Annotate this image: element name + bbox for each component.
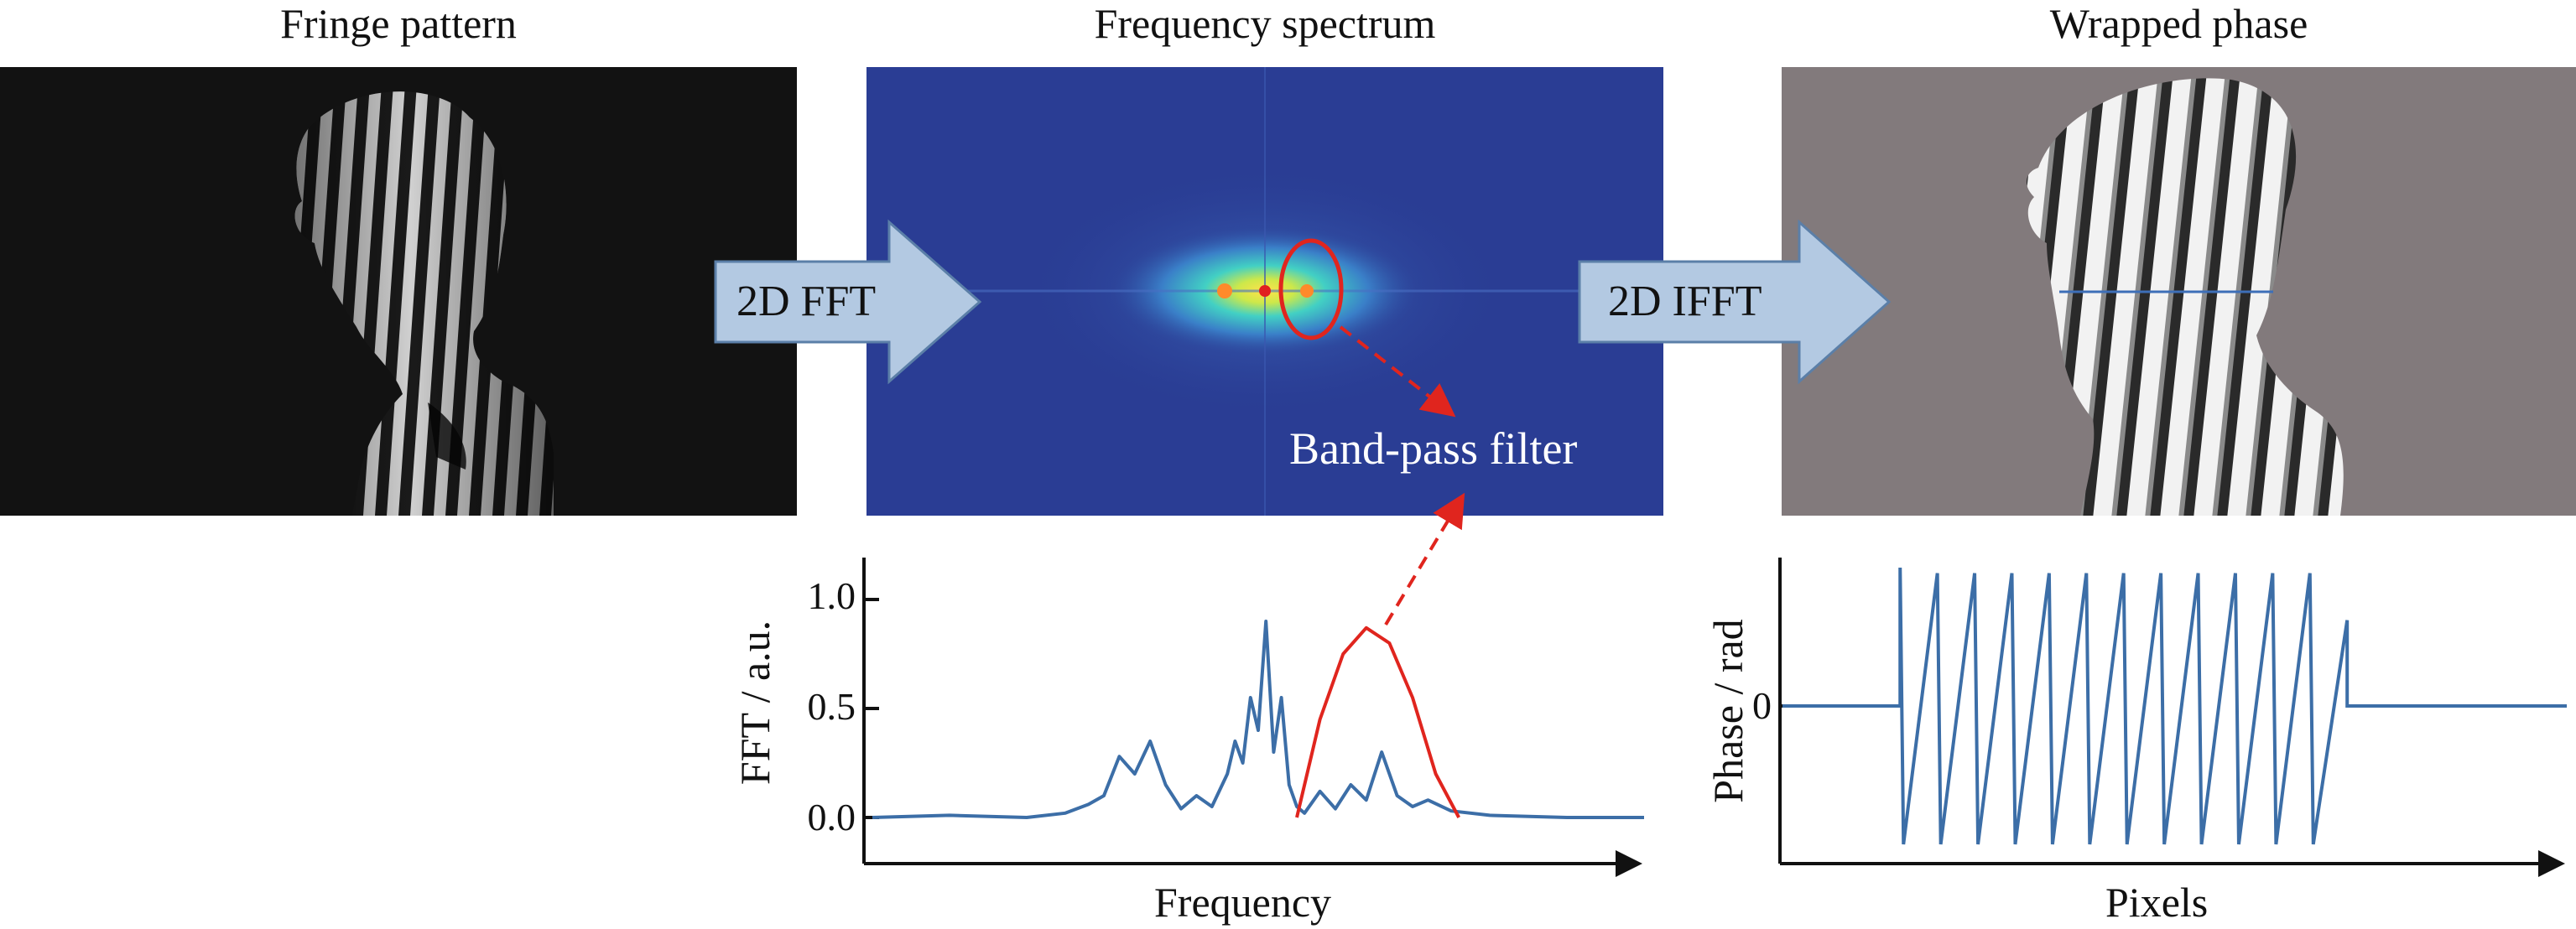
phase-chart [1778,558,2567,877]
frequency-spectrum-image [866,67,1663,516]
bust-silhouette [294,91,554,516]
panel-title-fringe: Fringe pattern [280,0,517,47]
fft-chart [862,492,1644,877]
phase-x-axis-label: Pixels [2105,879,2209,926]
fft-x-axis-label: Frequency [1154,879,1332,926]
phase-y-tick-0: 0 [1752,684,1772,727]
filter-pointer-arrow [1339,325,1456,418]
fft-arrow [714,219,982,385]
ifft-arrow-label: 2D IFFT [1608,278,1762,325]
phase-curve [1782,567,2567,845]
panel-title-phase: Wrapped phase [2049,0,2308,47]
panel-title-spectrum: Frequency spectrum [1094,0,1436,47]
band-pass-filter-curve [1295,625,1460,818]
filter-pointer-arrow-up [1384,492,1465,626]
band-pass-filter-label: Band-pass filter [1289,423,1578,474]
ifft-arrow [1578,219,1892,385]
fft-y-tick-0.5: 0.5 [807,685,856,728]
wrapped-phase-image [1782,67,2576,516]
fft-y-tick-0.0: 0.0 [807,796,856,838]
fringe-pattern-image [0,67,797,516]
fft-curve [872,620,1644,819]
band-pass-selection-ellipse [1278,238,1344,340]
fft-arrow-label: 2D FFT [736,278,877,325]
fft-y-tick-1.0: 1.0 [807,574,856,617]
